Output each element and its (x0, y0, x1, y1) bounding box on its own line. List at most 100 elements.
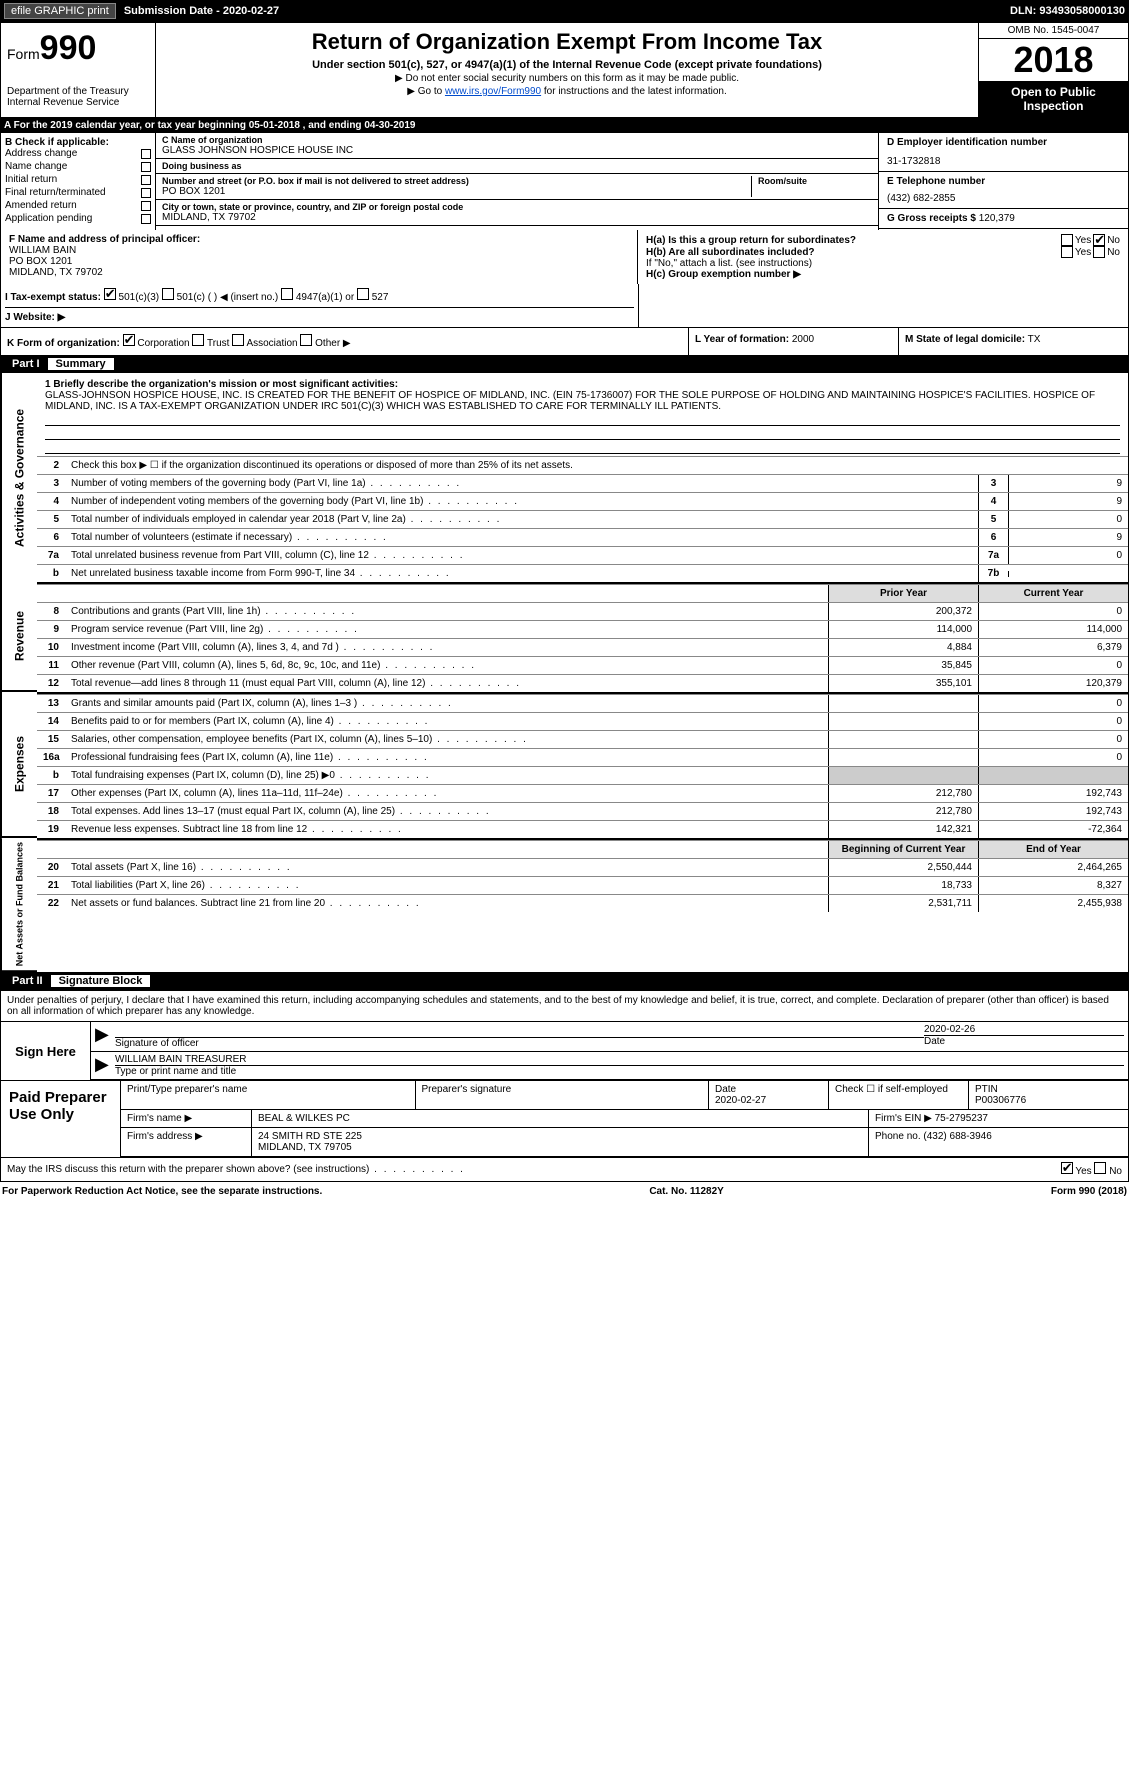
checkbox[interactable] (1093, 246, 1105, 258)
checkbox[interactable] (141, 201, 151, 211)
line-text: Benefits paid to or for members (Part IX… (65, 713, 828, 730)
checkbox[interactable] (300, 334, 312, 346)
officer-addr2: MIDLAND, TX 79702 (9, 267, 629, 278)
mission-text: GLASS-JOHNSON HOSPICE HOUSE, INC. IS CRE… (45, 390, 1120, 412)
checkbox[interactable] (232, 334, 244, 346)
prior-year-val: 212,780 (828, 803, 978, 820)
line-text: Number of voting members of the governin… (65, 475, 978, 492)
checkbox[interactable] (192, 334, 204, 346)
line-num: 19 (37, 821, 65, 838)
line-text: Contributions and grants (Part VIII, lin… (65, 603, 828, 620)
cb-pending: Application pending (5, 213, 92, 224)
line-text: Total revenue—add lines 8 through 11 (mu… (65, 675, 828, 692)
current-year-val: 114,000 (978, 621, 1128, 638)
cb-initial-return: Initial return (5, 174, 57, 185)
current-year-val: 8,327 (978, 877, 1128, 894)
ptin-label: PTIN (975, 1084, 1122, 1095)
line-num: 20 (37, 859, 65, 876)
form-id-block: Form990 Department of the Treasury Inter… (1, 23, 156, 117)
section-bcd: B Check if applicable: Address change Na… (0, 133, 1129, 230)
firm-ein: 75-2795237 (935, 1113, 988, 1124)
line-text: Total number of individuals employed in … (65, 511, 978, 528)
officer-addr1: PO BOX 1201 (9, 256, 629, 267)
vlabel-expenses: Expenses (1, 692, 37, 838)
line-text: Total number of volunteers (estimate if … (65, 529, 978, 546)
checkbox-checked[interactable] (1093, 234, 1105, 246)
k-label: K Form of organization: (7, 338, 120, 349)
checkbox-yes[interactable] (1061, 1162, 1073, 1174)
m-value: TX (1028, 334, 1041, 345)
current-year-val: 0 (978, 731, 1128, 748)
gross-label: G Gross receipts $ (887, 213, 976, 224)
line-val: 0 (1008, 511, 1128, 528)
prior-year-val (828, 713, 978, 730)
l-label: L Year of formation: (695, 334, 789, 345)
city-value: MIDLAND, TX 79702 (162, 212, 872, 223)
prep-sig-label: Preparer's signature (422, 1084, 703, 1095)
street-label: Number and street (or P.O. box if mail i… (162, 176, 751, 186)
part-1-header: Part I Summary (0, 356, 1129, 372)
name-title-label: Type or print name and title (115, 1066, 1124, 1077)
line-text: Revenue less expenses. Subtract line 18 … (65, 821, 828, 838)
checkbox[interactable] (281, 288, 293, 300)
col-c-org-info: C Name of organizationGLASS JOHNSON HOSP… (156, 133, 878, 230)
line-num: 7a (37, 547, 65, 564)
part-1-num: Part I (4, 358, 48, 370)
checkbox-corp[interactable] (123, 334, 135, 346)
checkbox[interactable] (141, 214, 151, 224)
checkbox[interactable] (141, 188, 151, 198)
hdr-beginning: Beginning of Current Year (828, 841, 978, 858)
line-num: 5 (37, 511, 65, 528)
form-prefix: Form (7, 46, 40, 62)
efile-button[interactable]: efile GRAPHIC print (4, 3, 116, 19)
sig-date-label: Date (924, 1036, 1124, 1047)
line-text: Total unrelated business revenue from Pa… (65, 547, 978, 564)
line-text: Professional fundraising fees (Part IX, … (65, 749, 828, 766)
checkbox-no[interactable] (1094, 1162, 1106, 1174)
year-block: OMB No. 1545-0047 2018 Open to Public In… (978, 23, 1128, 117)
signature-block: Under penalties of perjury, I declare th… (0, 989, 1129, 1081)
line-num: 11 (37, 657, 65, 674)
firm-phone: (432) 688-3946 (923, 1131, 991, 1142)
footer-left: For Paperwork Reduction Act Notice, see … (2, 1186, 322, 1197)
submission-date: Submission Date - 2020-02-27 (124, 5, 279, 17)
irs-link[interactable]: www.irs.gov/Form990 (445, 86, 541, 97)
prior-year-val: 212,780 (828, 785, 978, 802)
checkbox-501c3[interactable] (104, 288, 116, 300)
line-val (1008, 571, 1128, 577)
hb-label: H(b) Are all subordinates included? (646, 247, 815, 258)
department: Department of the Treasury Internal Reve… (7, 86, 149, 108)
checkbox[interactable] (1061, 234, 1073, 246)
current-year-val: 2,464,265 (978, 859, 1128, 876)
line-num: 13 (37, 695, 65, 712)
checkbox[interactable] (141, 149, 151, 159)
f-label: F Name and address of principal officer: (9, 234, 629, 245)
top-bar: efile GRAPHIC print Submission Date - 20… (0, 0, 1129, 22)
checkbox[interactable] (141, 175, 151, 185)
line-num: 4 (37, 493, 65, 510)
line-text: Total liabilities (Part X, line 26) (65, 877, 828, 894)
checkbox[interactable] (141, 162, 151, 172)
gross-value: 120,379 (979, 213, 1015, 224)
line-box: 6 (978, 529, 1008, 546)
open-public: Open to Public Inspection (979, 81, 1128, 117)
line-box: 4 (978, 493, 1008, 510)
line-num: 15 (37, 731, 65, 748)
checkbox[interactable] (162, 288, 174, 300)
arrow-icon: ▶ (95, 1054, 115, 1077)
line-num: 9 (37, 621, 65, 638)
line-val: 9 (1008, 493, 1128, 510)
line-text: Salaries, other compensation, employee b… (65, 731, 828, 748)
prior-year-val: 35,845 (828, 657, 978, 674)
line-text: Other revenue (Part VIII, column (A), li… (65, 657, 828, 674)
firm-phone-label: Phone no. (875, 1131, 921, 1142)
hb-note: If "No," attach a list. (see instruction… (646, 258, 1120, 269)
current-year-val: 120,379 (978, 675, 1128, 692)
line-num: 6 (37, 529, 65, 546)
ein-label: D Employer identification number (887, 137, 1120, 148)
checkbox[interactable] (357, 288, 369, 300)
discuss-row: May the IRS discuss this return with the… (0, 1158, 1129, 1182)
checkbox[interactable] (1061, 246, 1073, 258)
prior-year-val: 355,101 (828, 675, 978, 692)
firm-addr: 24 SMITH RD STE 225 (258, 1131, 862, 1142)
